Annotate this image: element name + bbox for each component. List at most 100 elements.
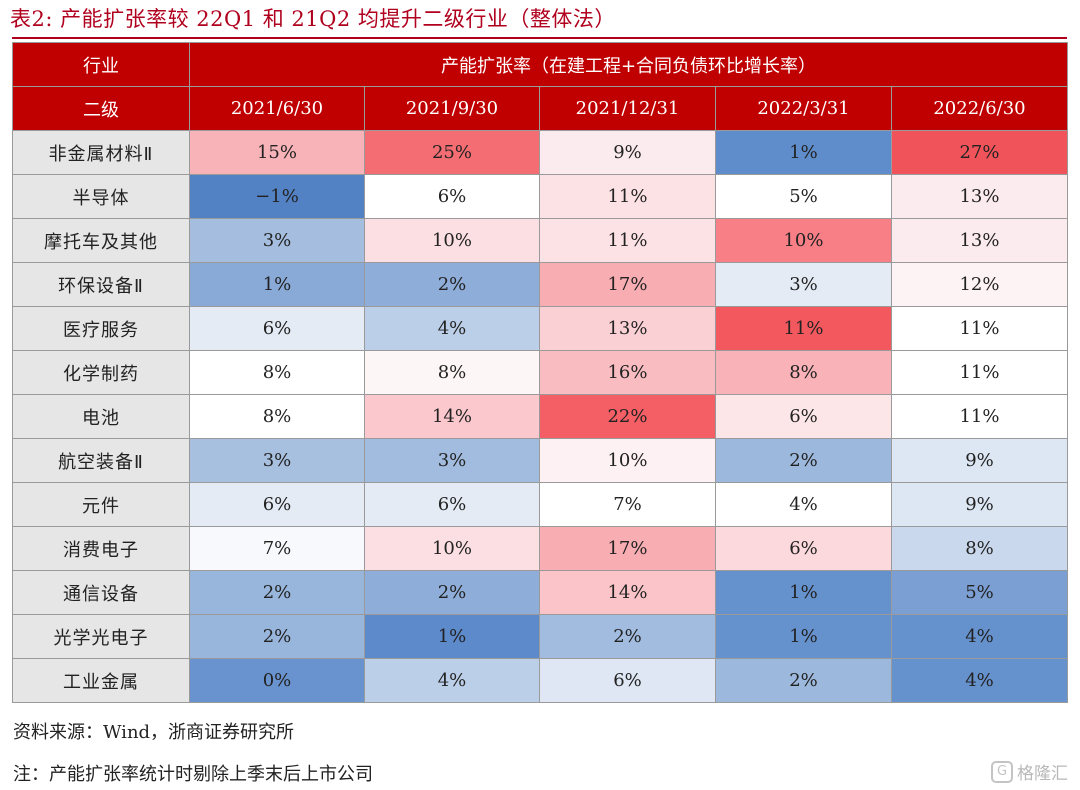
value-cell: 4% <box>364 658 540 703</box>
value-cell: 11% <box>539 174 716 219</box>
value-cell: 6% <box>189 306 365 351</box>
value-cell: 2% <box>364 262 540 307</box>
industry-name: 航空装备Ⅱ <box>12 438 190 483</box>
value-cell: 1% <box>715 130 892 175</box>
value-cell: 1% <box>189 262 365 307</box>
value-cell: 0% <box>189 658 365 703</box>
value-cell: 6% <box>364 482 540 527</box>
table-title: 表2: 产能扩张率较 22Q1 和 21Q2 均提升二级行业（整体法） <box>10 7 616 31</box>
value-cell: 6% <box>364 174 540 219</box>
value-cell: 10% <box>539 438 716 483</box>
value-cell: 5% <box>891 570 1068 615</box>
value-cell: 22% <box>539 394 716 439</box>
header-row-1: 行业 产能扩张率（在建工程+合同负债环比增长率） <box>12 42 1068 87</box>
value-cell: 9% <box>539 130 716 175</box>
value-cell: 5% <box>715 174 892 219</box>
header-date: 2022/3/31 <box>715 86 892 131</box>
industry-name: 摩托车及其他 <box>12 218 190 263</box>
value-cell: 9% <box>891 438 1068 483</box>
value-cell: 13% <box>891 174 1068 219</box>
value-cell: 6% <box>715 526 892 571</box>
value-cell: 8% <box>891 526 1068 571</box>
value-cell: 4% <box>891 658 1068 703</box>
industry-name: 元件 <box>12 482 190 527</box>
value-cell: 3% <box>189 218 365 263</box>
value-cell: 12% <box>891 262 1068 307</box>
value-cell: 7% <box>539 482 716 527</box>
value-cell: 6% <box>539 658 716 703</box>
value-cell: 10% <box>715 218 892 263</box>
value-cell: −1% <box>189 174 365 219</box>
value-cell: 1% <box>715 614 892 659</box>
watermark-logo-icon: G <box>991 760 1013 783</box>
value-cell: 8% <box>364 350 540 395</box>
value-cell: 3% <box>189 438 365 483</box>
header-level: 二级 <box>12 86 190 131</box>
table-row: 电池 8% 14% 22% 6% 11% <box>12 394 1068 439</box>
title-divider <box>12 37 1067 39</box>
table-row: 医疗服务 6% 4% 13% 11% 11% <box>12 306 1068 351</box>
table-row: 摩托车及其他 3% 10% 11% 10% 13% <box>12 218 1068 263</box>
header-date: 2021/9/30 <box>364 86 540 131</box>
value-cell: 17% <box>539 526 716 571</box>
industry-name: 光学光电子 <box>12 614 190 659</box>
header-row-2: 二级 2021/6/30 2021/9/30 2021/12/31 2022/3… <box>12 86 1068 131</box>
value-cell: 16% <box>539 350 716 395</box>
footnote: 注：产能扩张率统计时剔除上季末后上市公司 <box>13 764 373 785</box>
value-cell: 2% <box>189 614 365 659</box>
industry-name: 半导体 <box>12 174 190 219</box>
value-cell: 8% <box>189 394 365 439</box>
table-row: 光学光电子 2% 1% 2% 1% 4% <box>12 614 1068 659</box>
header-industry: 行业 <box>12 42 190 87</box>
value-cell: 2% <box>189 570 365 615</box>
value-cell: 2% <box>715 658 892 703</box>
table-row: 非金属材料Ⅱ 15% 25% 9% 1% 27% <box>12 130 1068 175</box>
value-cell: 25% <box>364 130 540 175</box>
industry-name: 化学制药 <box>12 350 190 395</box>
table-row: 通信设备 2% 2% 14% 1% 5% <box>12 570 1068 615</box>
industry-name: 环保设备Ⅱ <box>12 262 190 307</box>
industry-name: 非金属材料Ⅱ <box>12 130 190 175</box>
value-cell: 11% <box>891 350 1068 395</box>
value-cell: 3% <box>364 438 540 483</box>
value-cell: 11% <box>539 218 716 263</box>
value-cell: 10% <box>364 218 540 263</box>
value-cell: 11% <box>891 394 1068 439</box>
value-cell: 4% <box>891 614 1068 659</box>
value-cell: 13% <box>891 218 1068 263</box>
table-row: 航空装备Ⅱ 3% 3% 10% 2% 9% <box>12 438 1068 483</box>
table-row: 化学制药 8% 8% 16% 8% 11% <box>12 350 1068 395</box>
table-row: 半导体 −1% 6% 11% 5% 13% <box>12 174 1068 219</box>
capacity-expansion-table: 行业 产能扩张率（在建工程+合同负债环比增长率） 二级 2021/6/30 20… <box>12 42 1068 703</box>
value-cell: 2% <box>364 570 540 615</box>
table-row: 工业金属 0% 4% 6% 2% 4% <box>12 658 1068 703</box>
value-cell: 3% <box>715 262 892 307</box>
value-cell: 14% <box>364 394 540 439</box>
value-cell: 14% <box>539 570 716 615</box>
value-cell: 2% <box>539 614 716 659</box>
table-row: 元件 6% 6% 7% 4% 9% <box>12 482 1068 527</box>
value-cell: 10% <box>364 526 540 571</box>
watermark-text: 格隆汇 <box>1017 764 1068 784</box>
value-cell: 2% <box>715 438 892 483</box>
value-cell: 11% <box>891 306 1068 351</box>
header-date: 2021/12/31 <box>539 86 716 131</box>
table-row: 环保设备Ⅱ 1% 2% 17% 3% 12% <box>12 262 1068 307</box>
value-cell: 13% <box>539 306 716 351</box>
value-cell: 1% <box>715 570 892 615</box>
value-cell: 1% <box>364 614 540 659</box>
value-cell: 11% <box>715 306 892 351</box>
value-cell: 6% <box>715 394 892 439</box>
source-note: 资料来源：Wind，浙商证券研究所 <box>13 722 295 743</box>
value-cell: 27% <box>891 130 1068 175</box>
header-date: 2022/6/30 <box>891 86 1068 131</box>
value-cell: 7% <box>189 526 365 571</box>
value-cell: 17% <box>539 262 716 307</box>
value-cell: 9% <box>891 482 1068 527</box>
table-row: 消费电子 7% 10% 17% 6% 8% <box>12 526 1068 571</box>
industry-name: 医疗服务 <box>12 306 190 351</box>
industry-name: 电池 <box>12 394 190 439</box>
value-cell: 8% <box>715 350 892 395</box>
value-cell: 4% <box>364 306 540 351</box>
watermark: G 格隆汇 <box>991 759 1068 784</box>
